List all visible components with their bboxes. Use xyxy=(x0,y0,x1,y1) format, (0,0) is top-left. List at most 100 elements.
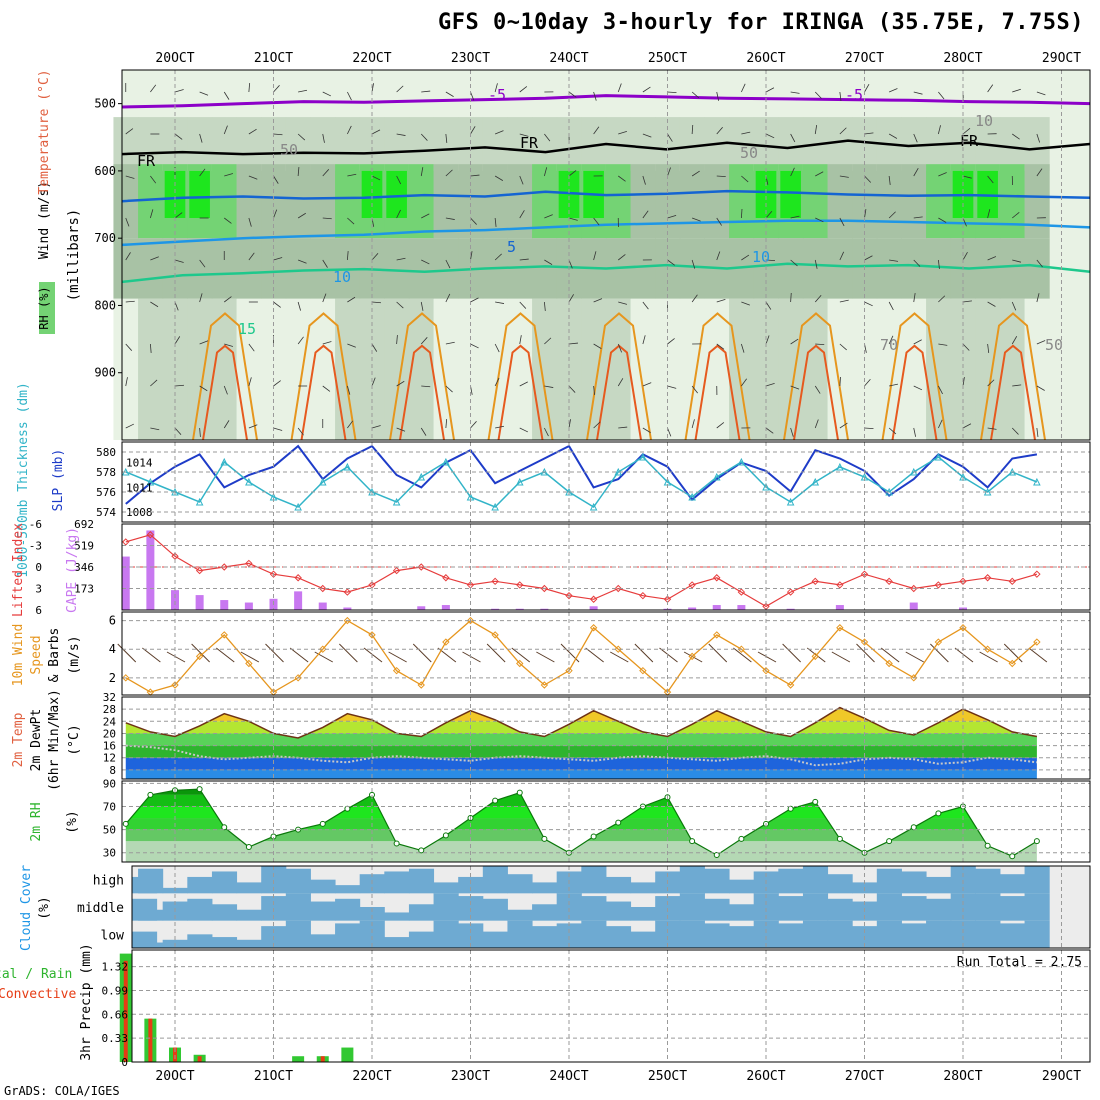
rh-marker xyxy=(418,847,425,854)
rh-band xyxy=(827,298,853,440)
wind-barb xyxy=(223,385,228,395)
slp-line xyxy=(125,444,1038,505)
rh-marker xyxy=(910,824,917,831)
cloud-cell xyxy=(999,923,1026,948)
wind-barb xyxy=(765,335,770,345)
wind-barb xyxy=(987,301,996,307)
wind-barb xyxy=(494,343,500,353)
rh-marker xyxy=(492,797,499,804)
wind-barb xyxy=(667,427,672,437)
rh-band xyxy=(285,164,311,239)
wind-barb xyxy=(322,169,330,177)
date-label-top: 28OCT xyxy=(943,51,982,66)
wind-barb xyxy=(248,424,258,429)
cloud-cell xyxy=(729,926,755,948)
thickness-marker xyxy=(786,497,795,506)
wind-barb xyxy=(224,343,234,347)
cloud-cell xyxy=(187,934,213,948)
wind-barb xyxy=(322,91,332,97)
wind-barb xyxy=(790,427,794,437)
wind-barb xyxy=(765,259,776,262)
precip-conv-bar xyxy=(173,1047,177,1062)
wind-barb xyxy=(987,379,995,387)
panel-frame xyxy=(121,441,1091,523)
wind-speed-marker xyxy=(983,645,992,653)
wind-barb xyxy=(913,293,916,303)
rh2m-panel: 90 70 50 30 xyxy=(103,777,1040,862)
wind-barb xyxy=(445,259,451,269)
wind-speed-marker xyxy=(811,652,819,661)
wind-speed-marker xyxy=(417,681,425,689)
wind-barb xyxy=(1011,212,1020,219)
rh-band xyxy=(876,298,902,440)
thickness-marker xyxy=(343,462,352,471)
cape-bar xyxy=(540,608,549,610)
thickness-marker xyxy=(318,477,327,486)
wind-barb xyxy=(470,174,480,177)
temp-contour-warm xyxy=(192,312,258,441)
date-label-top: 26OCT xyxy=(746,51,785,66)
rh-band xyxy=(408,238,435,299)
wind-barb-10m xyxy=(831,651,851,663)
wind-barb xyxy=(396,334,398,345)
cape-bar xyxy=(244,602,253,610)
wind-barb xyxy=(667,259,676,266)
temp-band xyxy=(125,745,1037,758)
thickness-marker xyxy=(146,477,155,486)
wind-barb-10m xyxy=(314,651,333,663)
rh-marker xyxy=(541,835,548,842)
wind-barb xyxy=(174,212,183,219)
wind-barb-10m xyxy=(166,651,186,663)
wind-barb-10m xyxy=(880,647,900,663)
wind-barb-10m xyxy=(634,643,654,663)
cloud-cell xyxy=(876,868,902,894)
wind-speed-marker xyxy=(786,681,795,689)
cloud-cell xyxy=(704,898,730,921)
wind-barb xyxy=(1011,336,1018,345)
temp-contour-hot xyxy=(793,344,839,441)
rh-band xyxy=(125,841,1037,862)
wind-barb xyxy=(223,420,230,429)
wind-barb xyxy=(371,343,378,352)
wind-barb xyxy=(273,209,278,219)
wind-barb xyxy=(199,133,203,143)
wind-barb xyxy=(814,294,822,303)
y-tick-label: 700 xyxy=(94,231,116,245)
wind-speed-marker xyxy=(491,631,499,639)
wind-barb xyxy=(642,301,649,310)
wind-barb xyxy=(150,256,159,261)
li-marker xyxy=(589,595,598,603)
wind-barb xyxy=(544,214,553,219)
wind-speed-marker xyxy=(1008,659,1016,668)
wind-barb xyxy=(273,257,283,261)
wind-barb xyxy=(962,343,970,351)
wind-barb xyxy=(888,427,897,435)
wind-barb xyxy=(888,301,894,311)
wind-barb xyxy=(421,259,430,265)
wind-barb-10m xyxy=(585,647,604,663)
wind-barb xyxy=(667,385,677,389)
wind-barb xyxy=(667,214,677,219)
cloud-cell xyxy=(236,909,262,921)
wind-barb xyxy=(346,385,351,395)
rh-marker xyxy=(590,833,597,840)
wind-barb xyxy=(322,293,327,303)
wind-barb xyxy=(888,133,898,139)
wind-barb xyxy=(642,175,646,185)
y-tick-label: 576 xyxy=(96,486,116,499)
wind-barb xyxy=(667,338,675,345)
cloud-cell xyxy=(630,907,656,921)
li-marker xyxy=(417,563,425,571)
rh-marker xyxy=(1033,838,1040,845)
y-tick-label: 6 xyxy=(109,614,116,628)
cloud-cell xyxy=(384,912,410,921)
wind-barb xyxy=(174,301,179,311)
wind-barb xyxy=(864,427,874,430)
li-marker xyxy=(540,584,549,593)
wind-speed-marker xyxy=(466,616,475,625)
wind-barb xyxy=(273,133,283,136)
cloud-cell xyxy=(335,923,361,948)
precip-total-bar xyxy=(292,1056,305,1062)
rh-marker xyxy=(689,838,696,845)
